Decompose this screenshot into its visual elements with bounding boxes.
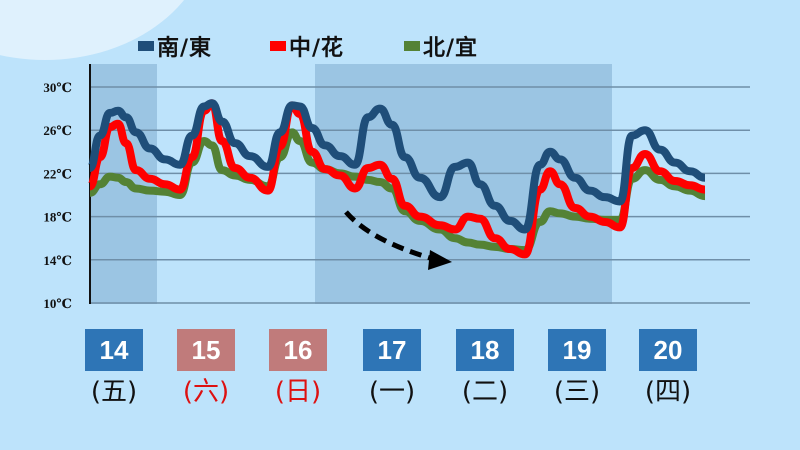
legend-label-central-hualien: 中/花 (289, 36, 345, 61)
legend-item-south-east: 南/東 (138, 30, 212, 62)
date-badge: 18 (456, 329, 514, 371)
weekday-label: (六) (182, 377, 230, 407)
weekday-label: (五) (90, 377, 138, 407)
legend-item-north-yilan: 北/宜 (404, 30, 478, 62)
date-badge: 14 (85, 329, 143, 371)
weekday-label: (一) (368, 377, 416, 407)
y-tick-label: 26℃ (43, 123, 72, 138)
series-line-south-east (86, 99, 706, 234)
day-column-18: 18 (二) (455, 329, 515, 407)
trend-arrow-icon (344, 210, 452, 270)
legend-swatch-north-yilan (404, 41, 420, 51)
date-badge: 19 (548, 329, 606, 371)
series-line-central-hualien (86, 99, 706, 259)
temperature-line-chart: 30℃ 26℃ 22℃ 18℃ 14℃ 10℃ (43, 64, 750, 311)
y-tick-label: 18℃ (43, 210, 72, 225)
legend-label-south-east: 南/東 (157, 36, 213, 61)
date-badge: 20 (639, 329, 697, 371)
day-column-15: 15 (六) (176, 329, 236, 407)
y-tick-label: 14℃ (43, 253, 72, 268)
y-tick-label: 30℃ (43, 80, 72, 95)
date-badge: 15 (177, 329, 235, 371)
weekday-label: (日) (274, 377, 322, 407)
chart-legend: 南/東 中/花 北/宜 (0, 30, 800, 62)
day-column-16: 16 (日) (268, 329, 328, 407)
weekday-label: (二) (461, 377, 509, 407)
weekday-label: (四) (644, 377, 692, 407)
weekday-label: (三) (553, 377, 601, 407)
day-column-19: 19 (三) (547, 329, 607, 407)
legend-label-north-yilan: 北/宜 (423, 36, 479, 61)
y-axis-labels: 30℃ 26℃ 22℃ 18℃ 14℃ 10℃ (43, 80, 72, 311)
legend-swatch-central-hualien (270, 41, 286, 51)
y-tick-label: 10℃ (43, 296, 72, 311)
day-column-20: 20 (四) (638, 329, 698, 407)
date-badge: 16 (269, 329, 327, 371)
y-tick-label: 22℃ (43, 166, 72, 181)
legend-item-central-hualien: 中/花 (270, 30, 344, 62)
legend-swatch-south-east (138, 41, 154, 51)
day-column-14: 14 (五) (84, 329, 144, 407)
day-column-17: 17 (一) (362, 329, 422, 407)
date-badge: 17 (363, 329, 421, 371)
series-lines (86, 99, 706, 259)
